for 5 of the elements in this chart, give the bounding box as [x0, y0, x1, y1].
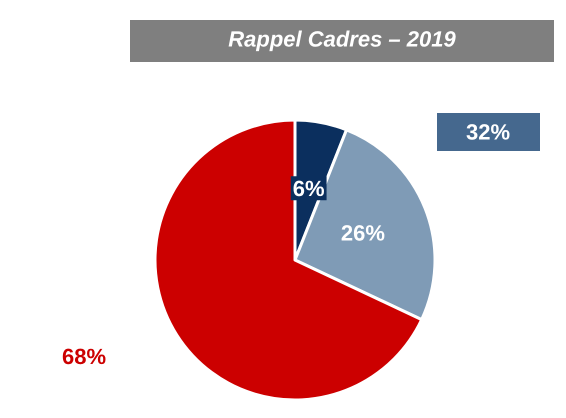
chart-title: Rappel Cadres – 2019 [228, 26, 456, 52]
data-label: 6% [292, 176, 325, 201]
text: 32% [466, 120, 510, 144]
data-label: 26% [340, 220, 385, 246]
data-label: 68% [62, 344, 106, 369]
